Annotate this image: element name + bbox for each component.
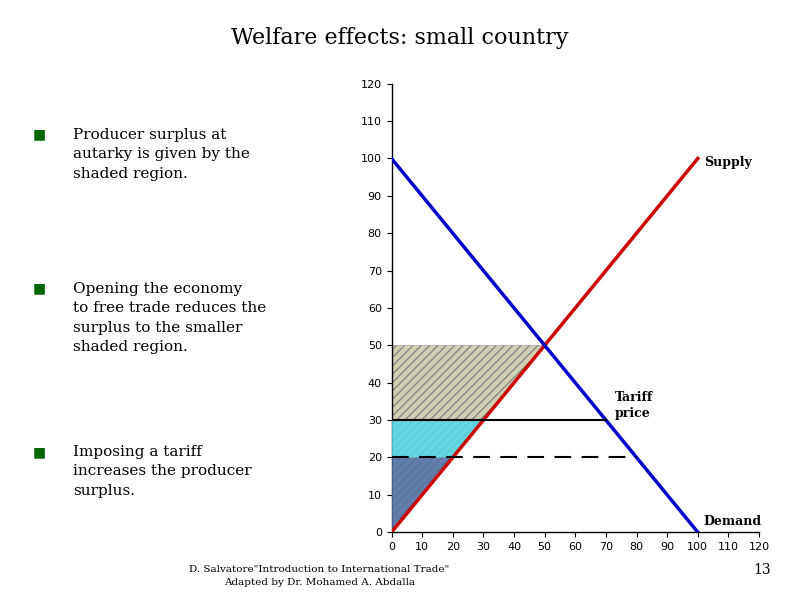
Text: ■: ■ <box>33 282 46 295</box>
Text: D. Salvatore"Introduction to International Trade": D. Salvatore"Introduction to Internation… <box>189 565 450 574</box>
Text: Supply: Supply <box>704 155 752 169</box>
Text: Tariff
price: Tariff price <box>615 390 654 420</box>
Polygon shape <box>392 346 545 532</box>
Text: Demand: Demand <box>704 515 762 529</box>
Text: Adapted by Dr. Mohamed A. Abdalla: Adapted by Dr. Mohamed A. Abdalla <box>224 578 415 587</box>
Text: Producer surplus at
autarky is given by the
shaded region.: Producer surplus at autarky is given by … <box>73 128 250 181</box>
Text: Opening the economy
to free trade reduces the
surplus to the smaller
shaded regi: Opening the economy to free trade reduce… <box>73 282 266 354</box>
Text: ■: ■ <box>33 445 46 459</box>
Text: Imposing a tariff
increases the producer
surplus.: Imposing a tariff increases the producer… <box>73 445 252 498</box>
Text: Welfare effects: small country: Welfare effects: small country <box>231 27 568 49</box>
Polygon shape <box>392 457 453 532</box>
Text: 13: 13 <box>753 563 771 577</box>
Polygon shape <box>392 420 483 457</box>
Text: ■: ■ <box>33 128 46 142</box>
